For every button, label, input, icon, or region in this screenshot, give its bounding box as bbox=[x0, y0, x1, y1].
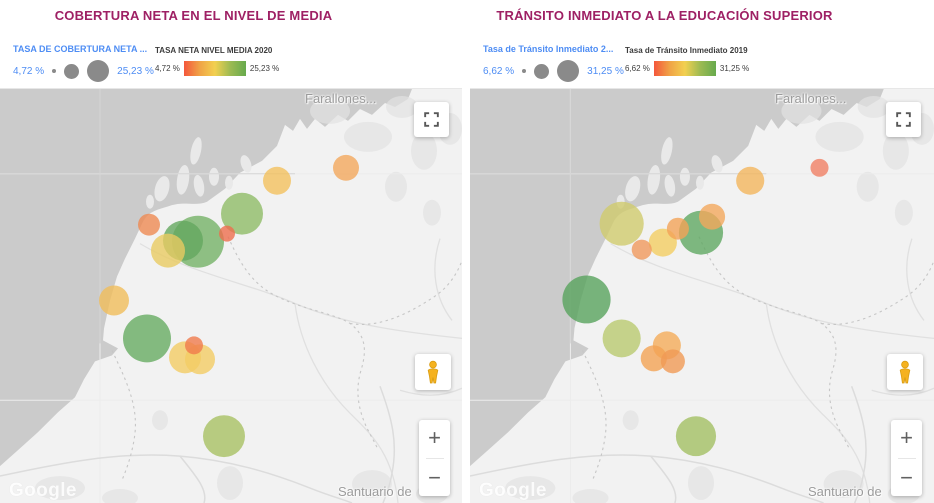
zoom-control: + − bbox=[891, 420, 922, 496]
map-bubble[interactable] bbox=[123, 314, 171, 363]
map-bubble[interactable] bbox=[333, 154, 359, 181]
street-view-pegman-button[interactable] bbox=[887, 354, 923, 390]
gradient-color-bar bbox=[183, 61, 246, 76]
roads bbox=[610, 238, 934, 503]
map-bubble[interactable] bbox=[666, 217, 689, 240]
map-water bbox=[0, 89, 412, 467]
map-bubble[interactable] bbox=[219, 225, 235, 242]
gradient-color-bar bbox=[653, 61, 716, 76]
zoom-out-button[interactable]: − bbox=[900, 465, 913, 490]
map-bubble[interactable] bbox=[185, 336, 203, 355]
map-bubble[interactable] bbox=[631, 239, 652, 260]
map-bubble[interactable] bbox=[698, 203, 726, 230]
panel-cobertura-neta: COBERTURA NETA EN EL NIVEL DE MEDIA TASA… bbox=[0, 0, 462, 503]
size-legend-min: 6,62 % bbox=[483, 65, 515, 77]
fullscreen-button[interactable] bbox=[886, 102, 921, 137]
basemap bbox=[0, 89, 462, 503]
map-bubble[interactable] bbox=[675, 416, 717, 457]
pegman-icon bbox=[427, 360, 439, 384]
fullscreen-button[interactable] bbox=[414, 102, 449, 137]
admin-boundaries bbox=[581, 236, 934, 481]
map-water bbox=[470, 89, 884, 467]
bubble-size-legend: Tasa de Tránsito Inmediato 2... 6,62 % 3… bbox=[483, 44, 624, 82]
zoom-in-button[interactable]: + bbox=[900, 425, 913, 450]
size-dot-large bbox=[87, 60, 110, 82]
panel-transito-inmediato: TRÁNSITO INMEDIATO A LA EDUCACIÓN SUPERI… bbox=[470, 0, 934, 503]
color-gradient-legend: TASA NETA NIVEL MEDIA 2020 4,72 % 25,23 … bbox=[155, 46, 279, 76]
map-bubble[interactable] bbox=[562, 275, 611, 324]
islands bbox=[616, 137, 723, 209]
zoom-out-button[interactable]: − bbox=[428, 465, 441, 490]
zoom-in-button[interactable]: + bbox=[428, 425, 441, 450]
map-bubble[interactable] bbox=[599, 201, 644, 246]
map-bubble[interactable] bbox=[602, 319, 641, 358]
bubble-layer bbox=[562, 158, 829, 457]
map-canvas[interactable]: Farallones... Santuario de Google + bbox=[0, 88, 462, 503]
size-dot-medium bbox=[534, 63, 550, 79]
bubble-layer bbox=[99, 154, 359, 458]
pegman-icon bbox=[899, 360, 911, 384]
size-legend-max: 31,25 % bbox=[587, 65, 624, 77]
zoom-control: + − bbox=[419, 420, 450, 496]
size-legend-min: 4,72 % bbox=[13, 65, 45, 77]
rivers bbox=[0, 386, 396, 503]
size-legend-label: TASA DE COBERTURA NETA ... bbox=[13, 44, 148, 54]
size-dot-large bbox=[557, 60, 580, 82]
islands bbox=[146, 137, 252, 209]
map-bubble[interactable] bbox=[263, 166, 291, 195]
gradient-legend-max: 25,23 % bbox=[249, 64, 280, 73]
size-legend-label: Tasa de Tránsito Inmediato 2... bbox=[483, 44, 614, 54]
gradient-legend-max: 31,25 % bbox=[719, 64, 750, 73]
page-title: COBERTURA NETA EN EL NIVEL DE MEDIA bbox=[54, 8, 333, 23]
color-gradient-legend: Tasa de Tránsito Inmediato 2019 6,62 % 3… bbox=[625, 46, 749, 76]
map-bubble[interactable] bbox=[810, 158, 829, 177]
gradient-legend-label: Tasa de Tránsito Inmediato 2019 bbox=[625, 46, 748, 55]
map-bubble[interactable] bbox=[221, 192, 263, 235]
fullscreen-icon bbox=[424, 112, 439, 127]
street-view-pegman-button[interactable] bbox=[415, 354, 451, 390]
map-bubble[interactable] bbox=[660, 349, 685, 374]
map-bubble[interactable] bbox=[736, 166, 765, 195]
map-bubble[interactable] bbox=[151, 233, 185, 268]
size-dot-small bbox=[522, 69, 527, 73]
size-legend-max: 25,23 % bbox=[117, 65, 154, 77]
rivers bbox=[470, 386, 867, 503]
map-canvas[interactable]: Farallones... Santuario de Google + bbox=[470, 88, 934, 503]
size-dot-small bbox=[52, 69, 57, 73]
basemap bbox=[470, 89, 934, 503]
gradient-legend-min: 6,62 % bbox=[625, 64, 650, 73]
zoom-control-divider bbox=[425, 457, 444, 459]
roads bbox=[139, 238, 462, 503]
gradient-legend-min: 4,72 % bbox=[155, 64, 180, 73]
zoom-control-divider bbox=[897, 457, 916, 459]
map-bubble[interactable] bbox=[99, 285, 129, 316]
bubble-size-legend: TASA DE COBERTURA NETA ... 4,72 % 25,23 … bbox=[13, 44, 154, 82]
map-bubble[interactable] bbox=[640, 345, 667, 372]
map-bubble[interactable] bbox=[138, 213, 160, 236]
fullscreen-icon bbox=[896, 112, 911, 127]
map-bubble[interactable] bbox=[203, 415, 245, 458]
page-title: TRÁNSITO INMEDIATO A LA EDUCACIÓN SUPERI… bbox=[496, 8, 833, 23]
size-dot-medium bbox=[64, 63, 80, 79]
admin-boundaries bbox=[111, 236, 462, 481]
gradient-legend-label: TASA NETA NIVEL MEDIA 2020 bbox=[155, 46, 273, 55]
